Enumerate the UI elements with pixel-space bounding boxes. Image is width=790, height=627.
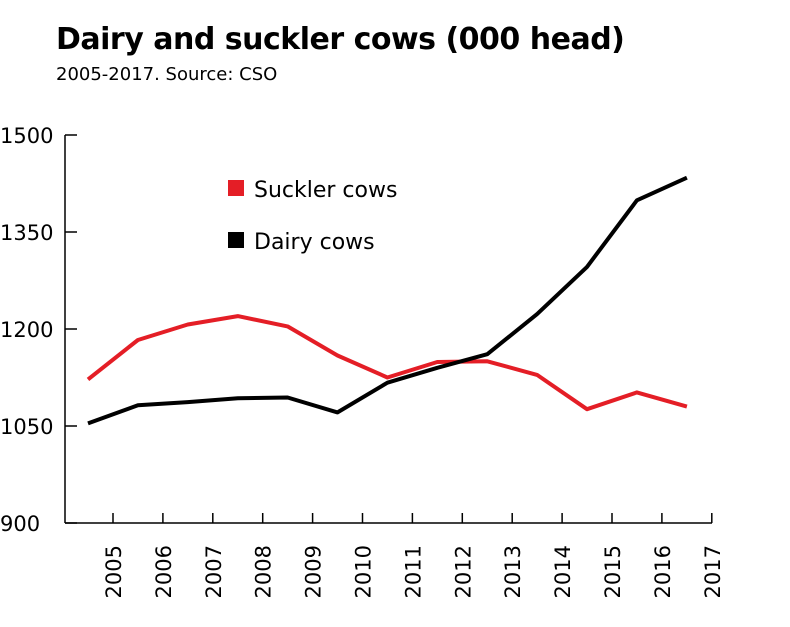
suckler-cows-line [86, 314, 688, 412]
y-tick-label: 1500 [0, 124, 53, 148]
x-tick-label: 2013 [501, 545, 525, 598]
x-tick-label: 2009 [302, 545, 326, 598]
x-tick-label: 2017 [701, 545, 725, 598]
dairy-cows-line [87, 175, 688, 426]
x-tick-label: 2010 [352, 545, 376, 598]
series-lines [86, 175, 688, 426]
legend-swatch [228, 180, 244, 196]
y-tick-label: 1200 [0, 318, 53, 342]
x-tick-label: 2015 [601, 545, 625, 598]
legend-swatch [228, 232, 244, 248]
x-tick-label: 2011 [401, 545, 425, 598]
x-tick-label: 2007 [202, 545, 226, 598]
chart-title: Dairy and suckler cows (000 head) [56, 22, 625, 57]
chart-subtitle: 2005-2017. Source: CSO [56, 64, 278, 85]
y-tick-label: 900 [0, 512, 40, 536]
x-tick-label: 2005 [102, 545, 126, 598]
x-axis-ticks: 2005 2006 2007 2008 2009 2010 2011 2012 2013 2014… [102, 513, 725, 598]
legend-label: Dairy cows [254, 230, 375, 255]
x-tick-label: 2006 [152, 545, 176, 598]
x-tick-label: 2016 [651, 545, 675, 598]
y-tick-label: 1050 [0, 415, 53, 439]
y-tick-label: 1350 [0, 221, 53, 245]
y-axis-ticks: 900 1050 1200 1350 1500 [0, 124, 77, 536]
legend-label: Suckler cows [254, 178, 397, 203]
x-tick-label: 2008 [252, 545, 276, 598]
x-tick-label: 2014 [551, 545, 575, 598]
x-tick-label: 2012 [451, 545, 475, 598]
legend: Suckler cows Dairy cows [228, 178, 397, 255]
